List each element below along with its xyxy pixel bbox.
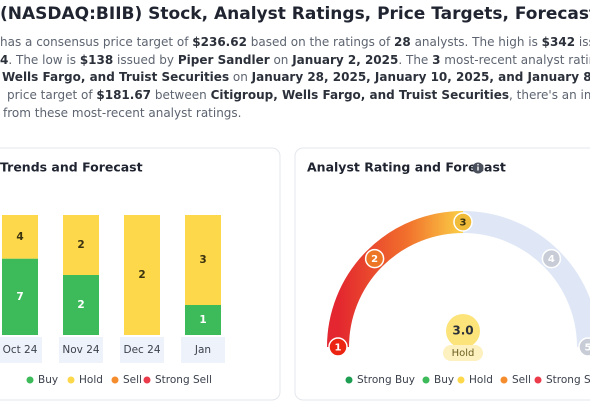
summary-text: . The low is — [8, 53, 80, 67]
category-box — [59, 337, 103, 363]
rating-card — [294, 147, 590, 401]
data-label: 2 — [138, 269, 145, 281]
gauge-tick — [364, 248, 385, 269]
summary-text: , there's an implied — [509, 88, 590, 102]
legend-label: Sell — [123, 374, 142, 386]
rating-label: Hold — [452, 348, 475, 359]
x-tick-label: Oct 24 — [3, 344, 38, 356]
bar-segment — [2, 215, 38, 259]
gauge-tick — [328, 337, 348, 357]
legend-label: Strong Buy — [357, 374, 415, 386]
bar-segment — [124, 215, 160, 335]
summary-text: most-recent analyst ratings were releas — [444, 53, 590, 67]
gauge-tick — [453, 212, 473, 232]
rating-pill — [443, 345, 483, 361]
summary-text: on — [229, 70, 252, 84]
data-label: 1 — [199, 314, 206, 326]
summary-text: on — [269, 53, 293, 67]
page-title: (NASDAQ:BIIB) Stock, Analyst Ratings, Pr… — [0, 4, 590, 24]
summary-strong: $138 — [79, 53, 114, 67]
legend-swatch — [26, 376, 34, 384]
info-icon-dot — [477, 163, 479, 166]
category-box — [0, 337, 42, 363]
data-label: 3 — [199, 254, 206, 266]
summary-strong: Citigroup, Wells Fargo, and Truist Secur… — [210, 88, 510, 102]
summary-strong: January 28, 2025, January 10, 2025, and … — [251, 70, 590, 84]
summary-text: between — [151, 88, 211, 102]
summary-text: issued by — [113, 53, 178, 67]
bar-segment — [185, 305, 221, 335]
summary-text: from these most-recent analyst ratings. — [3, 106, 242, 120]
gauge-tick-label: 1 — [335, 343, 342, 354]
trends-title: Trends and Forecast — [0, 160, 143, 175]
data-label: 7 — [16, 291, 23, 303]
gauge-tick-label: 3 — [460, 218, 467, 229]
summary-strong: 4 — [0, 53, 9, 67]
bar-segment — [185, 215, 221, 305]
x-tick-label: Jan — [194, 344, 211, 356]
summary-strong: $342 — [541, 35, 576, 49]
legend-swatch — [457, 376, 465, 384]
legend-swatch — [422, 376, 430, 384]
x-tick-label: Nov 24 — [62, 344, 100, 356]
legend-swatch — [534, 376, 542, 384]
legend-swatch — [500, 376, 508, 384]
summary-line: Wells Fargo, and Truist Securities on Ja… — [2, 70, 590, 84]
gauge-tick-label: 4 — [548, 254, 555, 265]
legend-label: Buy — [38, 374, 58, 386]
gauge-tick-label: 2 — [371, 254, 378, 265]
summary-line: has a consensus price target of $236.62 … — [0, 35, 590, 49]
summary-text: analysts. The high is — [410, 35, 542, 49]
summary-text: has a consensus price target of — [0, 35, 193, 49]
data-label: 4 — [16, 231, 23, 243]
summary-strong: January 2, 2025 — [292, 53, 399, 67]
legend-swatch — [67, 376, 75, 384]
bar-segment — [63, 275, 99, 335]
summary-line: 4. The low is $138 issued by Piper Sandl… — [0, 53, 590, 67]
legend-label: Strong Sell — [546, 374, 590, 386]
summary-text: based on the ratings of — [246, 35, 395, 49]
summary-strong: 28 — [394, 35, 411, 49]
summary-text: . The — [398, 53, 433, 67]
gauge-tick — [578, 337, 590, 357]
summary-line: from these most-recent analyst ratings. — [3, 106, 242, 120]
gauge-tick — [541, 248, 562, 269]
legend-label: Hold — [469, 374, 493, 386]
category-box — [120, 337, 164, 363]
summary-strong: Piper Sandler — [177, 53, 270, 67]
legend-swatch — [111, 376, 119, 384]
x-tick-label: Dec 24 — [123, 344, 160, 356]
summary-text: issued by — [578, 35, 590, 49]
category-box — [181, 337, 225, 363]
legend-label: Sell — [512, 374, 531, 386]
score-value: 3.0 — [452, 324, 473, 338]
info-icon-bar — [477, 166, 479, 171]
summary-strong: $236.62 — [192, 35, 247, 49]
bar-segment — [2, 258, 38, 335]
legend-label: Hold — [79, 374, 103, 386]
legend-swatch — [345, 376, 353, 384]
bar-segment — [63, 215, 99, 275]
gauge-tick-label: 5 — [585, 343, 590, 354]
summary-text: price target of — [7, 88, 97, 102]
summary-strong: Wells Fargo, and Truist Securities — [2, 70, 230, 84]
legend-swatch — [143, 376, 151, 384]
rating-title: Analyst Rating and Forecast — [307, 160, 506, 175]
legend-label: Buy — [434, 374, 454, 386]
data-label: 2 — [77, 299, 84, 311]
score-badge — [446, 314, 480, 348]
data-label: 2 — [77, 239, 84, 251]
legend-label: Strong Sell — [155, 374, 212, 386]
summary-line: price target of $181.67 between Citigrou… — [7, 88, 590, 102]
summary-strong: $181.67 — [96, 88, 152, 102]
summary-strong: 3 — [432, 53, 441, 67]
